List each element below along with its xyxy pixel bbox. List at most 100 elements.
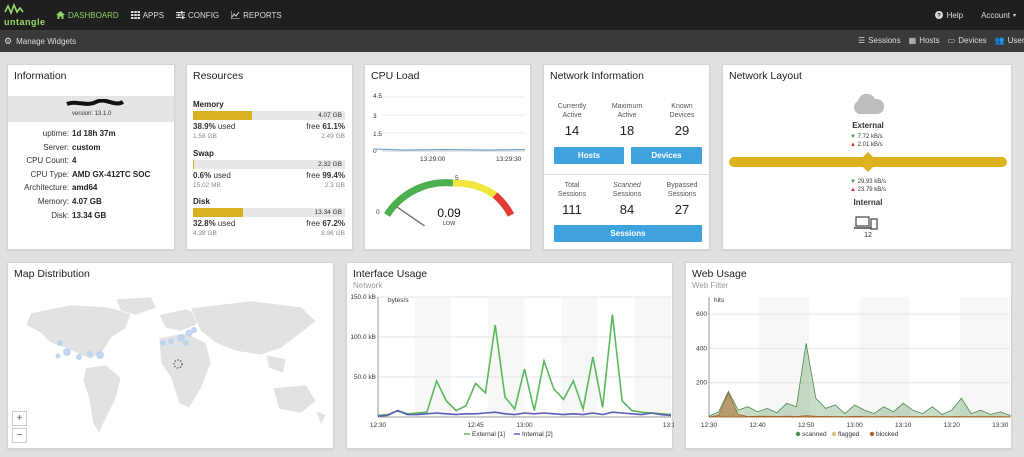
info-value: amd64 — [72, 183, 98, 193]
legend-label[interactable]: External [1] — [472, 431, 505, 438]
widget-title: Web Usage — [692, 268, 747, 280]
info-key: Architecture: — [24, 183, 69, 193]
resource-total: 13.34 GB — [314, 209, 342, 216]
external-upload-rate: 2.01 kB/s — [857, 141, 883, 148]
external-download-rate: 7.72 kB/s — [857, 134, 883, 140]
hosts-link[interactable]: ▦ Hosts — [909, 36, 940, 45]
cpu-load-line — [374, 148, 526, 151]
stat-label: Scanned — [613, 182, 641, 189]
grid-icon — [130, 11, 140, 19]
legend-label[interactable]: scanned — [802, 431, 827, 438]
stat-label: Sessions — [557, 191, 587, 198]
nav-config[interactable]: Config — [176, 11, 219, 20]
stat-value: 29 — [674, 123, 690, 138]
stat-label: Bypassed — [666, 182, 698, 189]
resources-widget: Resources Memory 4.07 GB 38.9% used free 61… — [186, 64, 353, 250]
users-link[interactable]: 👥Users — [995, 36, 1024, 45]
legend-label[interactable]: Internal [2] — [522, 431, 553, 438]
stat-currently-active: Currently Active 14 — [548, 102, 596, 138]
server-banner: version: 13.1.0 — [8, 96, 174, 122]
map-distribution-widget: Map Distribution + − — [7, 262, 334, 449]
untangle-logo[interactable]: untangle — [4, 2, 45, 28]
sub-toolbar: ⚙ Manage Widgets ☰ Sessions ▦ Hosts ▭ Devic… — [0, 30, 1024, 52]
resource-usage-bar: 2.32 GB — [193, 160, 345, 169]
sessions-link[interactable]: ☰ Sessions — [858, 36, 901, 45]
chart-y-label: hits — [714, 297, 725, 304]
info-row: Architecture: amd64 — [8, 183, 174, 197]
hosts-button[interactable]: Hosts — [554, 147, 624, 164]
stat-value: 111 — [562, 202, 582, 217]
chart-x-tick: 13:15 — [663, 422, 674, 429]
stat-scanned-sessions: Scanned Sessions 84 — [603, 181, 651, 217]
devices-button[interactable]: Devices — [631, 147, 702, 164]
info-row: Memory: 4.07 GB — [8, 197, 174, 211]
info-row: uptime: 1d 18h 37m — [8, 129, 174, 143]
help-link[interactable]: ? Help — [934, 11, 963, 20]
gauge-high-band — [492, 192, 515, 217]
legend-label[interactable]: flagged — [838, 431, 860, 438]
resource-used: 32.8% used — [193, 219, 235, 228]
series-area-blocked — [708, 392, 1011, 418]
world-map[interactable] — [11, 293, 333, 443]
legend-swatch — [831, 431, 837, 437]
devices-icon[interactable] — [854, 216, 878, 230]
internal-rates: ▼ 29.93 kB/s ▲ 23.79 kB/s — [850, 179, 886, 194]
logo-wave-icon — [4, 2, 24, 16]
account-menu[interactable]: Account ▾ — [981, 11, 1016, 20]
external-rates: ▼ 7.72 kB/s ▲ 2.01 kB/s — [850, 134, 883, 149]
nav-dashboard[interactable]: Dashboard — [56, 11, 119, 20]
widget-title: Map Distribution — [14, 268, 90, 280]
internal-download-rate: 29.93 kB/s — [857, 179, 886, 185]
list-icon: ☰ — [858, 36, 866, 45]
widget-title: Information — [14, 70, 67, 82]
external-label: External — [852, 121, 884, 130]
version-text: version: 13.1.0 — [72, 111, 112, 117]
sessions-button[interactable]: Sessions — [554, 225, 702, 242]
info-key: CPU Type: — [30, 169, 69, 179]
widget-subtitle: Network — [353, 281, 383, 290]
stat-label: Maximum — [611, 103, 643, 110]
devices-link[interactable]: ▭ Devices — [948, 36, 987, 45]
nav-config-label: Config — [188, 10, 220, 20]
resource-used: 38.9% used — [193, 122, 235, 131]
chart-band — [759, 297, 810, 417]
info-key: uptime: — [42, 129, 69, 138]
stat-maximum-active: Maximum Active 18 — [603, 102, 651, 138]
gauge-max-label: 5 — [455, 175, 459, 182]
gauge-low-band — [384, 179, 454, 217]
chart-x-tick: 13:30 — [992, 422, 1009, 429]
legend-label[interactable]: blocked — [876, 431, 899, 438]
manage-widgets-button[interactable]: ⚙ Manage Widgets — [4, 36, 76, 47]
cpu-y-tick: 1.5 — [373, 131, 382, 138]
top-navbar: untangle Dashboard Apps Config Reports ?… — [0, 0, 1024, 30]
resource-name: Swap — [193, 149, 214, 158]
info-value: 4 — [72, 156, 77, 166]
info-value: 1d 18h 37m — [72, 129, 116, 138]
grid-icon: ▦ — [908, 36, 917, 45]
zoom-in-button[interactable]: + — [12, 411, 27, 426]
resource-free-pct: 61.1% — [322, 122, 345, 131]
chart-x-tick: 12:30 — [701, 422, 718, 429]
chart-y-tick: 600 — [696, 311, 707, 318]
zoom-out-button[interactable]: − — [12, 428, 27, 443]
nav-reports[interactable]: Reports — [231, 11, 282, 20]
cpu-y-tick: 3 — [373, 113, 377, 120]
legend-swatch — [869, 431, 875, 437]
resource-total: 4.07 GB — [318, 112, 342, 119]
resource-used: 0.6% used — [193, 171, 231, 180]
users-icon: 👥 — [994, 36, 1005, 45]
loading-spinner — [173, 359, 183, 369]
resource-name: Disk — [193, 197, 210, 206]
resource-free-word: free — [306, 171, 321, 180]
info-key: Memory: — [37, 196, 69, 206]
help-icon: ? — [934, 11, 943, 19]
internal-label: Internal — [853, 198, 883, 207]
resource-free-amount: 8.96 GB — [321, 230, 345, 237]
down-arrow-icon: ▼ — [850, 179, 856, 185]
cpu-x-tick: 13:29:00 — [420, 156, 446, 163]
resource-free-pct: 67.2% — [322, 219, 345, 228]
nav-apps[interactable]: Apps — [130, 11, 164, 20]
series-line-external-1- — [377, 314, 672, 417]
resource-used-pct: 0.6% — [193, 171, 212, 180]
web-usage-widget: Web Usage Web Filter 600 400 200 hits 12:30 1… — [685, 262, 1012, 449]
